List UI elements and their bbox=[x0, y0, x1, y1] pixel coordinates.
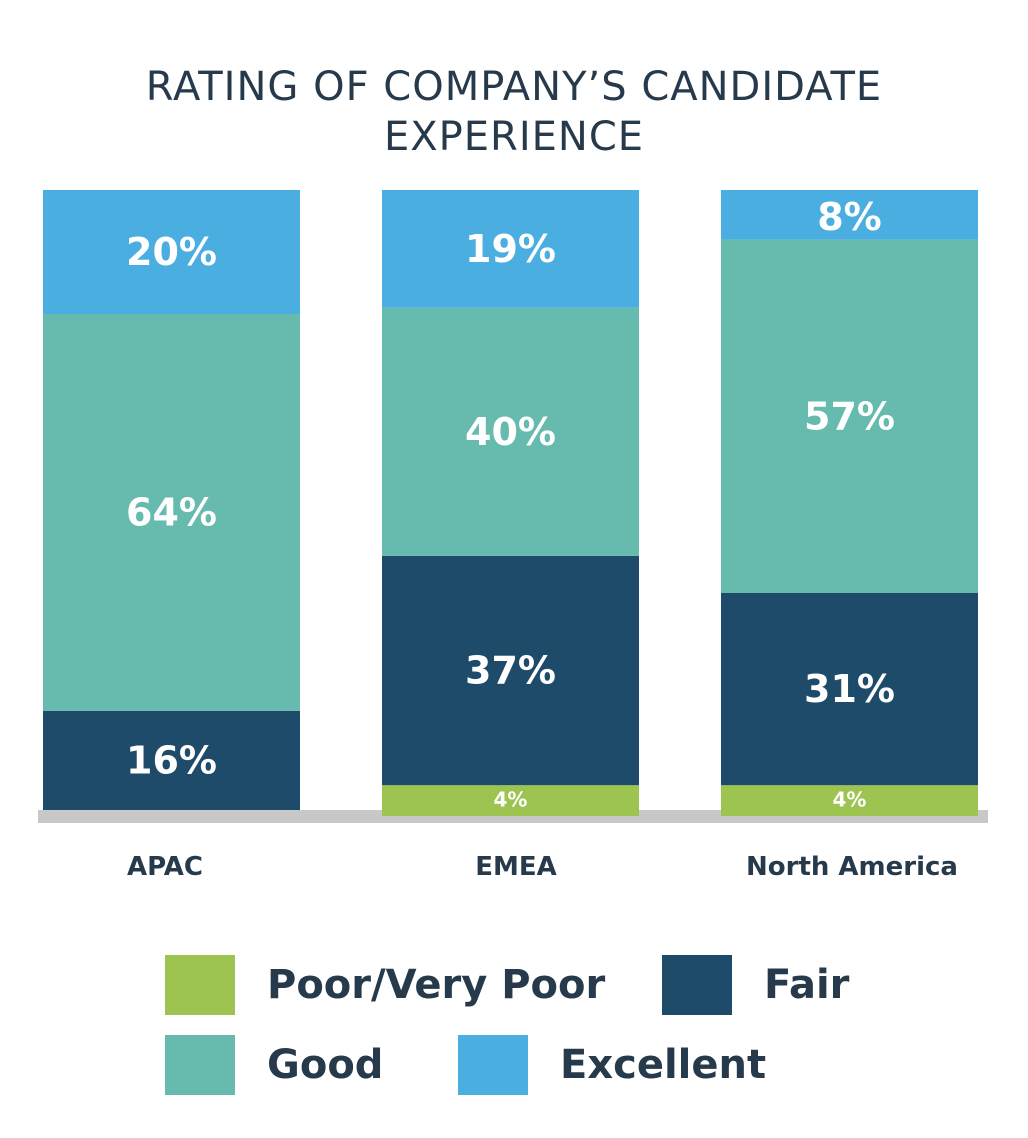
category-label-apac: APAC bbox=[127, 852, 203, 882]
legend-label-poor: Poor/Very Poor bbox=[267, 962, 606, 1008]
stacked-bar-chart: 16% 64% 20% APAC 4% 37% 40% 19% EMEA 4% 31% 57% 8% No… bbox=[38, 190, 988, 882]
category-label-emea: EMEA bbox=[475, 852, 557, 882]
data-label-north-america-fair: 31% bbox=[804, 667, 895, 711]
bar-north-america-poor-very-poor bbox=[721, 785, 978, 816]
legend-swatch-poor bbox=[165, 955, 235, 1015]
legend-item-poor: Poor/Very Poor bbox=[165, 955, 605, 1015]
chart-title-line-1: RATING OF COMPANY’S CANDIDATE bbox=[145, 64, 883, 110]
legend-swatch-fair bbox=[662, 955, 732, 1015]
bar-emea-fair bbox=[382, 555, 639, 786]
category-label-north-america: North America bbox=[746, 852, 958, 882]
legend-item-excellent: Excellent bbox=[458, 1035, 766, 1095]
data-label-north-america-excellent: 8% bbox=[817, 195, 882, 239]
bar-north-america-excellent bbox=[721, 190, 978, 240]
bar-north-america-fair bbox=[721, 593, 978, 786]
data-label-emea-excellent: 19% bbox=[465, 227, 556, 271]
legend-item-good: Good bbox=[165, 1035, 383, 1095]
bar-emea-good bbox=[382, 307, 639, 556]
data-label-emea-good: 40% bbox=[465, 410, 556, 454]
legend-label-fair: Fair bbox=[764, 962, 850, 1008]
legend-label-good: Good bbox=[267, 1042, 384, 1088]
bar-apac-good bbox=[43, 314, 300, 711]
data-label-apac-excellent: 20% bbox=[126, 230, 217, 274]
legend-swatch-excellent bbox=[458, 1035, 528, 1095]
bar-apac-excellent bbox=[43, 190, 300, 314]
legend-item-fair: Fair bbox=[662, 955, 849, 1015]
data-label-emea-fair: 37% bbox=[465, 649, 556, 693]
data-label-north-america-good: 57% bbox=[804, 394, 895, 438]
data-label-apac-good: 64% bbox=[126, 490, 217, 534]
bar-north-america-good bbox=[721, 239, 978, 593]
bar-apac-fair bbox=[43, 710, 300, 810]
chart-title-line-2: EXPERIENCE bbox=[383, 114, 645, 160]
chart-title: RATING OF COMPANY’S CANDIDATE EXPERIENCE bbox=[0, 62, 1028, 162]
bar-emea-poor-very-poor bbox=[382, 785, 639, 816]
data-label-emea-poor-very-poor: 4% bbox=[494, 788, 528, 812]
data-label-apac-fair: 16% bbox=[126, 738, 217, 782]
bar-emea-excellent bbox=[382, 190, 639, 308]
legend-label-excellent: Excellent bbox=[560, 1042, 767, 1088]
data-label-north-america-poor-very-poor: 4% bbox=[833, 788, 867, 812]
legend-swatch-good bbox=[165, 1035, 235, 1095]
